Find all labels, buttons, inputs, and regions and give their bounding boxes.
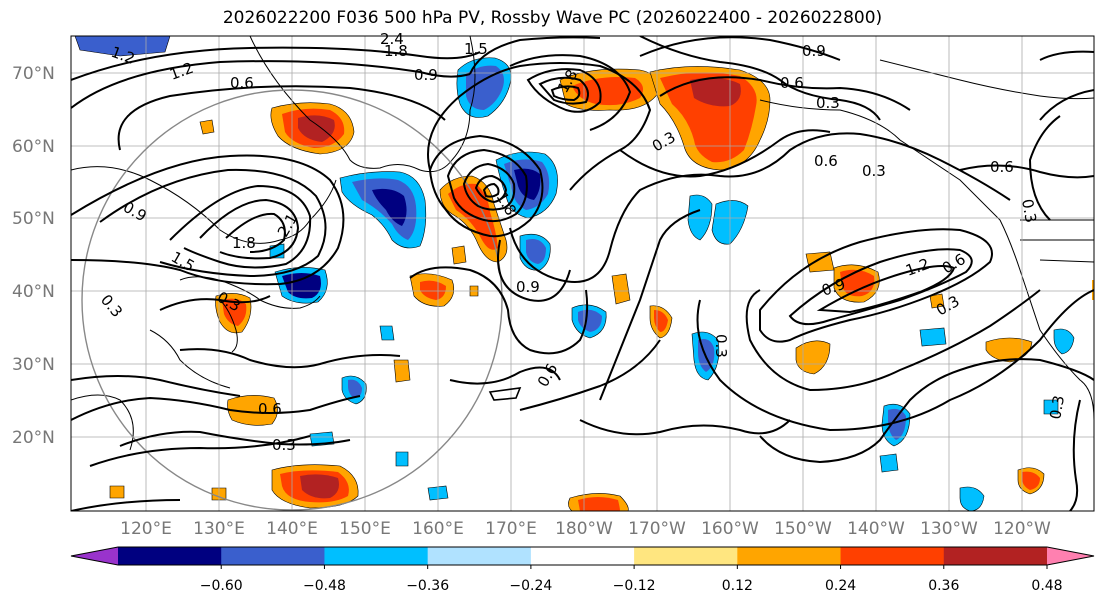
contour-label: 1.8 (384, 42, 408, 60)
map-title: 2026022200 F036 500 hPa PV, Rossby Wave … (222, 8, 883, 28)
colorbar-tick-label: 0.24 (825, 578, 856, 594)
contour-label: 0.9 (414, 66, 438, 84)
contour-label: 0.9 (802, 42, 826, 60)
lat-label: 40°N (12, 282, 55, 302)
map-frame (70, 35, 1095, 512)
contour-label: 0.6 (258, 400, 282, 418)
colorbar-tick-label: −0.48 (303, 578, 346, 594)
colorbar-segment (324, 547, 429, 565)
colorbar-outline (70, 546, 1095, 566)
contour-label: 0.9 (516, 278, 540, 296)
contour-label: 0.6 (230, 74, 254, 92)
colorbar-extend-max (1047, 547, 1094, 565)
colorbar-segment (840, 547, 945, 565)
lat-label: 70°N (12, 64, 55, 84)
contour-label: 0.3 (1018, 198, 1040, 225)
colorbar-tick-label: 0.48 (1031, 578, 1062, 594)
contour-label: 0.3 (862, 162, 886, 180)
contour-label: 0.3 (816, 94, 840, 112)
colorbar-tick-label: 0.12 (722, 578, 753, 594)
lon-label: 120°W (993, 519, 1051, 539)
colorbar-segment (634, 547, 738, 565)
lon-label: 130°W (920, 519, 978, 539)
colorbar-segment (118, 547, 222, 565)
lon-label: 120°E (120, 519, 172, 539)
lon-label: 170°W (628, 519, 686, 539)
lon-label: 150°E (339, 519, 391, 539)
lon-label: 180°W (555, 519, 613, 539)
lon-label: 170°E (485, 519, 537, 539)
contour-label: 0.6 (780, 74, 804, 92)
pv-contours (71, 36, 1094, 511)
contour-label: 1.5 (464, 40, 488, 58)
colorbar-tick-label: −0.60 (200, 578, 243, 594)
colorbar-tick-label: −0.36 (406, 578, 449, 594)
colorbar-segment (737, 547, 842, 565)
map-background (71, 36, 1094, 511)
contour-label: 2.4 (380, 30, 404, 48)
contour-label: 1.8 (232, 234, 256, 252)
lat-label: 50°N (12, 209, 55, 229)
lon-label: 140°W (847, 519, 905, 539)
longitude-labels: 120°E 130°E 140°E 150°E 160°E 170°E 180°… (120, 519, 1051, 539)
lon-label: 130°E (193, 519, 245, 539)
lon-label: 150°W (774, 519, 832, 539)
contour-label: 0.3 (1046, 394, 1068, 421)
lon-label: 160°E (412, 519, 464, 539)
contour-label: 0.6 (990, 158, 1014, 176)
colorbar-segment (530, 547, 635, 565)
colorbar: −0.60 −0.48 −0.36 −0.24 −0.12 0.12 0.24 0.36 0.4… (70, 546, 1095, 594)
contour-labels: 1.2 1.8 2.4 1.5 0.9 0.6 1.2 0.9 0.6 0.3 … (97, 30, 1068, 454)
lat-label: 60°N (12, 137, 55, 157)
contour-label: 0.3 (712, 334, 730, 358)
colorbar-segment (427, 547, 532, 565)
lat-label: 20°N (12, 428, 55, 448)
lon-label: 160°W (701, 519, 759, 539)
reference-circle (81, 89, 503, 511)
contour-label: 0.6 (814, 152, 838, 170)
lon-label: 140°E (266, 519, 318, 539)
contour-label: 0.3 (272, 436, 296, 454)
colorbar-tick-label: 0.36 (928, 578, 959, 594)
colorbar-tick-label: −0.12 (613, 578, 656, 594)
colorbar-tick-label: −0.24 (509, 578, 552, 594)
latitude-labels: 70°N 60°N 50°N 40°N 30°N 20°N (12, 64, 55, 448)
colorbar-segment (943, 547, 1048, 565)
colorbar-segment (221, 547, 325, 565)
lat-label: 30°N (12, 355, 55, 375)
colorbar-extend-min (71, 547, 118, 565)
